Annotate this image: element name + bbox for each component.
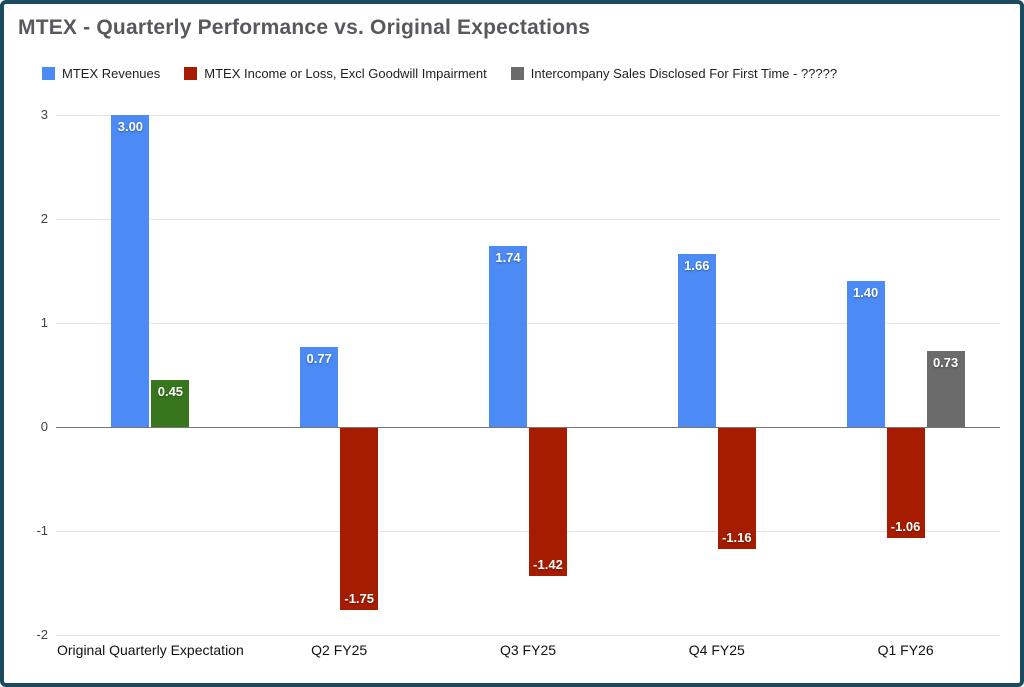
legend-swatch: [42, 67, 55, 80]
bar: 0.45: [151, 380, 190, 427]
bar: 1.66: [677, 254, 716, 427]
legend-item: MTEX Income or Loss, Excl Goodwill Impai…: [184, 66, 487, 81]
bar-value-label: -1.06: [890, 519, 921, 535]
bar-value-label: -1.42: [533, 556, 563, 572]
bar: -1.16: [717, 428, 756, 549]
y-axis-label: 0: [40, 419, 48, 434]
legend: MTEX Revenues MTEX Income or Loss, Excl G…: [42, 66, 837, 81]
gridline: [56, 427, 1000, 428]
bar-value-label: -1.16: [721, 529, 752, 545]
y-axis-label: -2: [36, 627, 48, 642]
legend-swatch: [184, 67, 198, 80]
chart-title: MTEX - Quarterly Performance vs. Origina…: [18, 16, 591, 39]
gridline: [56, 219, 1000, 220]
x-axis-label: Q1 FY26: [877, 642, 934, 658]
y-axis-label: 2: [40, 211, 48, 226]
legend-swatch: [510, 67, 524, 80]
bar-value-label: -1.75: [344, 591, 374, 606]
gridline: [56, 531, 1000, 532]
x-axis-label: Q4 FY25: [688, 642, 745, 658]
bar-value-label: 3.00: [117, 119, 144, 134]
bar-value-label: 0.77: [306, 350, 332, 366]
bar: 3.00: [111, 115, 150, 427]
bar: 0.77: [300, 346, 339, 427]
bar-value-label: 1.74: [495, 250, 521, 266]
plot-area: 3 2 1 0 -1 -2 3.00 0.45 Original Quarterly Expec…: [4, 4, 1020, 683]
x-axis-label: Q2 FY25: [311, 642, 368, 658]
bar-value-label: 0.73: [932, 355, 959, 371]
legend-label: MTEX Income or Loss, Excl Goodwill Impai…: [204, 66, 487, 81]
legend-item: Intercompany Sales Disclosed For First T…: [510, 66, 838, 81]
bar: 1.40: [846, 281, 885, 427]
legend-item: MTEX Revenues: [42, 66, 160, 81]
bar: 1.74: [489, 246, 527, 427]
gridline: [56, 635, 1000, 636]
y-axis-label: 1: [40, 315, 48, 330]
bar: 0.73: [926, 351, 965, 427]
bar-value-label: 1.40: [852, 285, 879, 301]
gridline: [56, 323, 1000, 324]
y-axis-label: -1: [36, 523, 48, 538]
y-axis-label: 3: [40, 107, 48, 122]
bar: -1.06: [886, 428, 925, 539]
bar-value-label: 1.66: [684, 258, 710, 274]
legend-label: Intercompany Sales Disclosed For First T…: [530, 66, 838, 81]
bar: -1.75: [340, 428, 379, 610]
x-axis-label: Q3 FY25: [499, 642, 557, 658]
legend-label: MTEX Revenues: [62, 66, 161, 81]
bar: -1.42: [529, 428, 567, 576]
x-axis-label: Original Quarterly Expectation: [57, 642, 244, 658]
gridline: [56, 115, 1000, 116]
bar-value-label: 0.45: [157, 384, 184, 400]
